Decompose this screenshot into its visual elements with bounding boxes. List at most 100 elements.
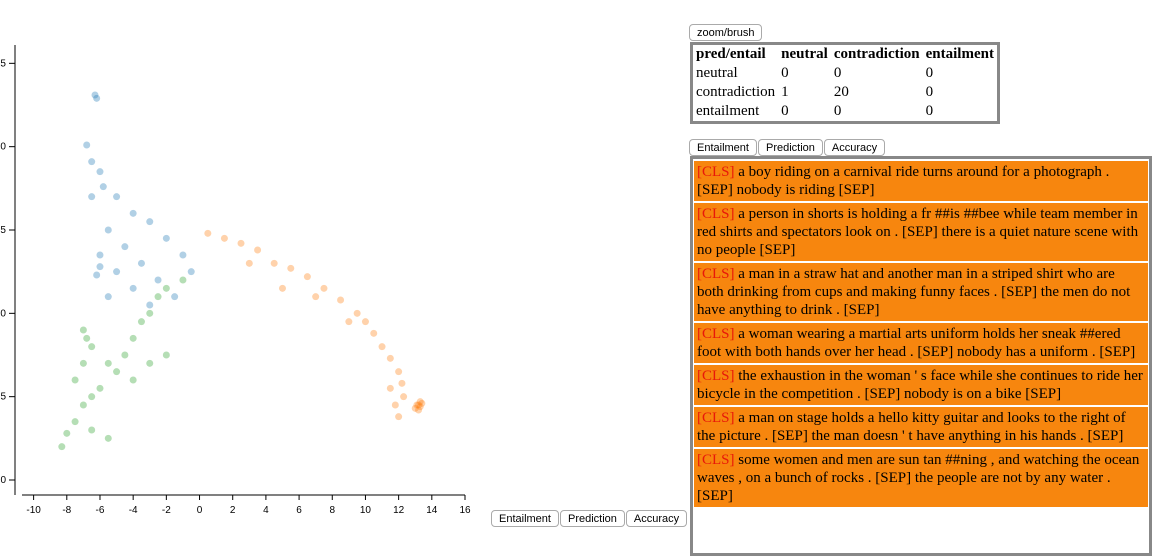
y-tick-label: 20 (0, 142, 6, 153)
x-tick-label: -6 (96, 505, 105, 516)
tab-button[interactable]: Accuracy (823, 139, 886, 156)
cls-token: [CLS] (697, 164, 735, 180)
x-tick-label: -10 (26, 505, 41, 516)
x-tick-label: 2 (230, 505, 236, 516)
example-item[interactable]: [CLS] a man on stage holds a hello kitty… (694, 407, 1148, 447)
point (237, 239, 245, 247)
scatter-plot[interactable]: -10 -8 -6 -4 -2 0 2 4 6 8 10 12 14 16 0 5 10 15 20 25 (0, 0, 480, 530)
point (418, 399, 426, 407)
tab-button[interactable]: Accuracy (625, 510, 688, 527)
point (312, 293, 320, 301)
x-tick-label: 6 (296, 505, 302, 516)
point (83, 141, 91, 149)
x-tick-label: 14 (426, 505, 438, 516)
point (337, 296, 345, 304)
point (96, 263, 104, 271)
point (58, 443, 66, 451)
table-cell: 0 (833, 103, 842, 119)
example-text: the exhaustion in the woman ' s face whi… (697, 368, 1143, 402)
point (146, 301, 154, 309)
point (254, 246, 262, 254)
cls-token: [CLS] (697, 368, 735, 384)
point (121, 243, 129, 251)
example-item[interactable]: [CLS] the exhaustion in the woman ' s fa… (694, 365, 1148, 405)
example-item[interactable]: [CLS] a woman wearing a martial arts uni… (694, 323, 1148, 363)
tab-button[interactable]: Prediction (559, 510, 625, 527)
point (137, 318, 145, 326)
tab-button[interactable]: Entailment (491, 510, 559, 527)
y-tick-label: 10 (0, 308, 6, 319)
y-tick-label: 25 (0, 58, 6, 69)
zoom-brush-button[interactable]: zoom/brush (689, 24, 763, 41)
point (154, 276, 162, 284)
point (386, 354, 394, 362)
x-tick-label: 10 (360, 505, 372, 516)
table-cell: 0 (781, 65, 789, 81)
x-tick-label: -8 (62, 505, 71, 516)
point (398, 379, 406, 387)
point (353, 309, 361, 317)
point (79, 326, 87, 334)
point (129, 284, 137, 292)
point (104, 226, 112, 234)
point (137, 259, 145, 267)
point (113, 268, 121, 276)
example-item[interactable]: [CLS] a boy riding on a carnival ride tu… (694, 161, 1148, 201)
point (416, 403, 424, 411)
point (411, 404, 419, 412)
point (245, 259, 253, 267)
point (93, 94, 101, 102)
x-tick-label: 12 (393, 505, 405, 516)
point (88, 426, 96, 434)
point (416, 398, 424, 406)
point (79, 401, 87, 409)
point (179, 251, 187, 259)
cls-token: [CLS] (697, 410, 735, 426)
example-list: [CLS] a boy riding on a carnival ride tu… (690, 156, 1152, 556)
point (88, 343, 96, 351)
table-cell: 1 (781, 84, 789, 100)
tab-button[interactable]: Prediction (757, 139, 823, 156)
header-cell: entailment (925, 46, 994, 62)
point (395, 413, 403, 421)
x-tick-label: -4 (129, 505, 138, 516)
point (146, 309, 154, 317)
x-tick-label: -2 (162, 505, 171, 516)
example-item[interactable]: [CLS] a person in shorts is holding a fr… (694, 203, 1148, 261)
header-cell: pred/entail (696, 46, 766, 62)
point (71, 418, 79, 426)
point (187, 268, 195, 276)
point (415, 401, 423, 409)
cls-token: [CLS] (697, 266, 735, 282)
example-item[interactable]: [CLS] some women and men are sun tan ##n… (694, 449, 1148, 507)
point (154, 293, 162, 301)
point (96, 168, 104, 176)
tab-button[interactable]: Entailment (689, 139, 757, 156)
example-text: a man in a straw hat and another man in … (697, 266, 1131, 318)
point (88, 193, 96, 201)
point (83, 334, 91, 342)
point (129, 376, 137, 384)
point (91, 91, 99, 99)
example-item[interactable]: [CLS] a man in a straw hat and another m… (694, 263, 1148, 321)
example-text: a person in shorts is holding a fr ##is … (697, 206, 1139, 258)
header-cell: contradiction (833, 46, 920, 62)
x-tick-label: 8 (329, 505, 335, 516)
y-tick-label: 15 (0, 225, 6, 236)
point (378, 343, 386, 351)
point (386, 384, 394, 392)
confusion-table: pred/entail neutral contradiction entailmen… (690, 42, 1000, 124)
example-text: a boy riding on a carnival ride turns ar… (697, 164, 1110, 198)
point (113, 368, 121, 376)
point (303, 273, 311, 281)
y-tick-label: 0 (0, 475, 6, 486)
point (79, 359, 87, 367)
point (121, 351, 129, 359)
point (129, 209, 137, 217)
table-cell: entailment (696, 103, 760, 119)
point (162, 234, 170, 242)
point (93, 271, 101, 279)
y-tick-label: 5 (0, 392, 6, 403)
point (400, 393, 408, 401)
header-cell: neutral (781, 46, 828, 62)
